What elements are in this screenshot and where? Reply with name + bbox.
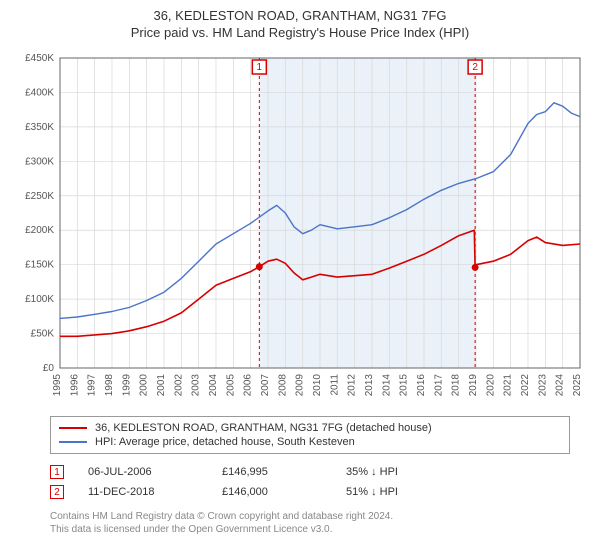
svg-text:2004: 2004: [208, 374, 219, 397]
svg-text:2: 2: [472, 62, 478, 73]
footer-line: This data is licensed under the Open Gov…: [50, 523, 570, 536]
sale-date: 11-DEC-2018: [88, 486, 198, 498]
svg-text:2025: 2025: [572, 374, 583, 397]
svg-text:2002: 2002: [173, 374, 184, 397]
chart-container: 36, KEDLESTON ROAD, GRANTHAM, NG31 7FG P…: [0, 0, 600, 536]
svg-text:2000: 2000: [139, 374, 150, 397]
sale-marker: 1: [50, 465, 64, 479]
chart-svg: 1995 1996 1997 1998 1999 2000 2001 2002 2003 2004…: [10, 48, 590, 408]
svg-text:2021: 2021: [503, 374, 514, 397]
svg-text:£150K: £150K: [25, 260, 54, 271]
svg-text:£250K: £250K: [25, 191, 54, 202]
svg-text:2005: 2005: [225, 374, 236, 397]
footer-attribution: Contains HM Land Registry data © Crown c…: [50, 510, 570, 536]
svg-text:2010: 2010: [312, 374, 323, 397]
svg-text:2022: 2022: [520, 374, 531, 397]
title-block: 36, KEDLESTON ROAD, GRANTHAM, NG31 7FG P…: [0, 0, 600, 44]
svg-text:2018: 2018: [451, 374, 462, 397]
svg-text:2017: 2017: [433, 374, 444, 397]
svg-text:2007: 2007: [260, 374, 271, 397]
svg-text:2012: 2012: [347, 374, 358, 397]
svg-text:2020: 2020: [485, 374, 496, 397]
title-address: 36, KEDLESTON ROAD, GRANTHAM, NG31 7FG: [0, 8, 600, 23]
svg-text:1998: 1998: [104, 374, 115, 397]
legend-item-property: 36, KEDLESTON ROAD, GRANTHAM, NG31 7FG (…: [59, 421, 561, 435]
legend-swatch: [59, 427, 87, 429]
sale-pct: 35% ↓ HPI: [346, 466, 426, 478]
svg-text:2015: 2015: [399, 374, 410, 397]
svg-text:2011: 2011: [329, 374, 340, 396]
svg-text:1997: 1997: [87, 374, 98, 397]
svg-text:2006: 2006: [243, 374, 254, 397]
svg-text:2023: 2023: [537, 374, 548, 397]
svg-text:1999: 1999: [121, 374, 132, 397]
sale-pct: 51% ↓ HPI: [346, 486, 426, 498]
svg-text:2016: 2016: [416, 374, 427, 397]
svg-text:£100K: £100K: [25, 294, 54, 305]
svg-text:1995: 1995: [52, 374, 63, 397]
svg-text:1996: 1996: [69, 374, 80, 397]
svg-text:2003: 2003: [191, 374, 202, 397]
sale-row-1: 1 06-JUL-2006 £146,995 35% ↓ HPI: [50, 462, 570, 482]
svg-text:2024: 2024: [555, 374, 566, 397]
title-subtitle: Price paid vs. HM Land Registry's House …: [0, 25, 600, 40]
svg-text:£400K: £400K: [25, 87, 54, 98]
sale-marker: 2: [50, 485, 64, 499]
svg-text:1: 1: [257, 62, 263, 73]
svg-text:£200K: £200K: [25, 225, 54, 236]
svg-text:£0: £0: [43, 363, 55, 374]
svg-text:2008: 2008: [277, 374, 288, 397]
svg-text:2001: 2001: [156, 374, 167, 397]
svg-text:2019: 2019: [468, 374, 479, 397]
legend-item-hpi: HPI: Average price, detached house, Sout…: [59, 435, 561, 449]
svg-text:£450K: £450K: [25, 53, 54, 64]
chart-area: 1995 1996 1997 1998 1999 2000 2001 2002 2003 2004…: [10, 48, 590, 408]
sale-price: £146,000: [222, 486, 322, 498]
sales-table: 1 06-JUL-2006 £146,995 35% ↓ HPI 2 11-DE…: [50, 462, 570, 502]
footer-line: Contains HM Land Registry data © Crown c…: [50, 510, 570, 523]
svg-text:2009: 2009: [295, 374, 306, 397]
svg-text:£350K: £350K: [25, 122, 54, 133]
legend-label: 36, KEDLESTON ROAD, GRANTHAM, NG31 7FG (…: [95, 422, 432, 434]
legend-swatch: [59, 441, 87, 443]
sale-row-2: 2 11-DEC-2018 £146,000 51% ↓ HPI: [50, 482, 570, 502]
svg-text:£50K: £50K: [31, 329, 55, 340]
sale-date: 06-JUL-2006: [88, 466, 198, 478]
legend: 36, KEDLESTON ROAD, GRANTHAM, NG31 7FG (…: [50, 416, 570, 454]
svg-text:2013: 2013: [364, 374, 375, 397]
legend-label: HPI: Average price, detached house, Sout…: [95, 436, 355, 448]
svg-text:2014: 2014: [381, 374, 392, 397]
svg-text:£300K: £300K: [25, 156, 54, 167]
sale-price: £146,995: [222, 466, 322, 478]
